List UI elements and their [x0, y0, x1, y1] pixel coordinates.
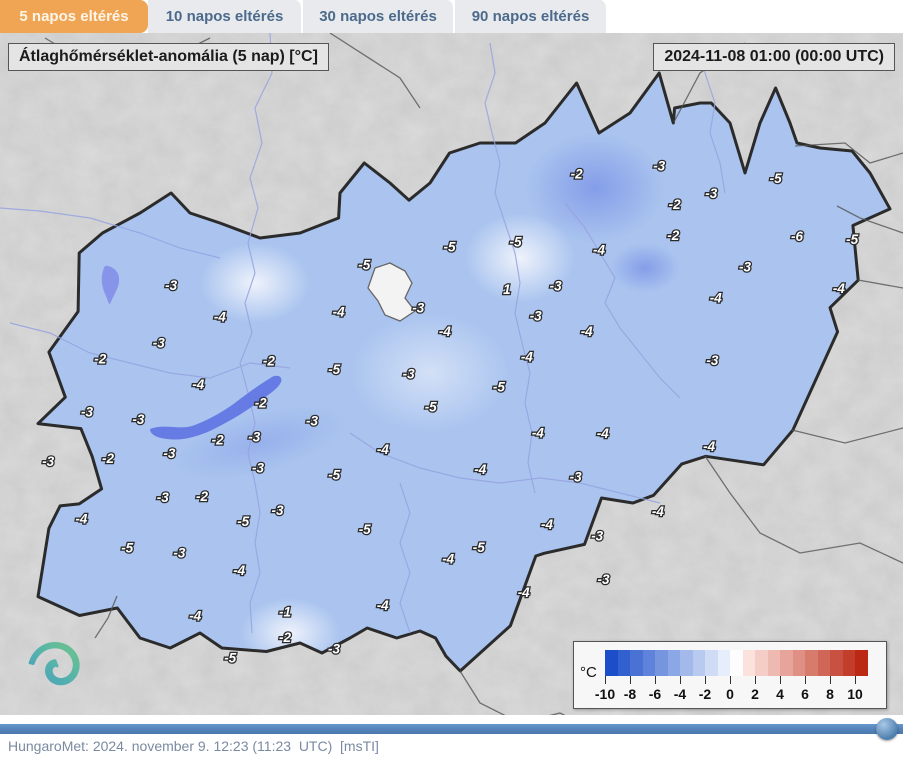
svg-text:-4: -4 [581, 324, 593, 339]
svg-text:-5: -5 [443, 239, 455, 254]
svg-text:-4: -4 [474, 462, 486, 477]
svg-text:-2: -2 [94, 352, 106, 367]
svg-text:-3: -3 [597, 572, 609, 587]
svg-text:-4: -4 [377, 598, 389, 613]
svg-text:-5: -5 [328, 362, 340, 377]
svg-text:-5: -5 [121, 541, 133, 556]
svg-text:-2: -2 [263, 354, 275, 369]
svg-text:-2: -2 [196, 489, 208, 504]
svg-text:-3: -3 [570, 470, 582, 485]
svg-text:-5: -5 [473, 540, 485, 555]
svg-text:-4: -4 [521, 350, 533, 365]
svg-text:-3: -3 [412, 301, 424, 316]
svg-text:-5: -5 [493, 380, 505, 395]
svg-text:-3: -3 [706, 353, 718, 368]
svg-text:-4: -4 [214, 310, 226, 325]
svg-text:1: 1 [503, 282, 511, 297]
svg-text:-3: -3 [248, 430, 260, 445]
svg-text:-3: -3 [739, 260, 751, 275]
svg-text:-6: -6 [791, 229, 803, 244]
svg-text:-3: -3 [81, 404, 93, 419]
svg-text:-4: -4 [189, 608, 201, 623]
svg-text:-4: -4 [439, 324, 451, 339]
svg-text:-3: -3 [550, 279, 562, 294]
svg-text:-3: -3 [328, 642, 340, 657]
svg-text:-4: -4 [442, 552, 454, 567]
svg-text:-3: -3 [530, 309, 542, 324]
svg-text:-3: -3 [403, 366, 415, 381]
svg-text:-3: -3 [173, 546, 185, 561]
svg-text:-2: -2 [279, 630, 291, 645]
svg-text:-3: -3 [653, 159, 665, 174]
svg-text:-4: -4 [710, 291, 722, 306]
svg-text:-5: -5 [770, 171, 782, 186]
svg-text:-3: -3 [132, 412, 144, 427]
svg-text:-2: -2 [102, 451, 114, 466]
svg-text:-3: -3 [165, 278, 177, 293]
svg-text:-4: -4 [833, 281, 845, 296]
svg-text:-4: -4 [597, 426, 609, 441]
svg-text:-4: -4 [192, 377, 204, 392]
svg-text:-3: -3 [705, 186, 717, 201]
svg-text:-4: -4 [541, 517, 553, 532]
svg-text:-5: -5 [509, 235, 521, 250]
svg-text:-5: -5 [328, 467, 340, 482]
svg-text:-3: -3 [306, 414, 318, 429]
svg-text:-4: -4 [233, 563, 245, 578]
svg-text:-5: -5 [237, 514, 249, 529]
svg-text:-3: -3 [157, 490, 169, 505]
svg-text:-4: -4 [703, 439, 715, 454]
svg-text:-3: -3 [42, 454, 54, 469]
svg-text:-2: -2 [669, 197, 681, 212]
svg-text:-4: -4 [532, 425, 544, 440]
svg-text:-2: -2 [212, 433, 224, 448]
svg-text:-1: -1 [279, 604, 291, 619]
svg-text:-5: -5 [359, 522, 371, 537]
svg-text:-4: -4 [377, 442, 389, 457]
svg-text:-4: -4 [333, 304, 345, 319]
svg-text:-3: -3 [271, 503, 283, 518]
svg-text:-3: -3 [163, 446, 175, 461]
svg-text:-5: -5 [224, 651, 236, 666]
svg-text:-5: -5 [358, 257, 370, 272]
svg-text:-4: -4 [593, 243, 605, 258]
svg-text:-2: -2 [571, 167, 583, 182]
svg-text:-3: -3 [252, 461, 264, 476]
svg-text:-3: -3 [591, 529, 603, 544]
svg-text:-4: -4 [518, 585, 530, 600]
svg-text:-2: -2 [255, 396, 267, 411]
svg-text:-3: -3 [153, 336, 165, 351]
svg-text:-2: -2 [667, 228, 679, 243]
svg-text:-5: -5 [425, 400, 437, 415]
svg-text:-4: -4 [652, 504, 664, 519]
svg-text:-4: -4 [75, 511, 87, 526]
svg-text:-5: -5 [846, 232, 858, 247]
